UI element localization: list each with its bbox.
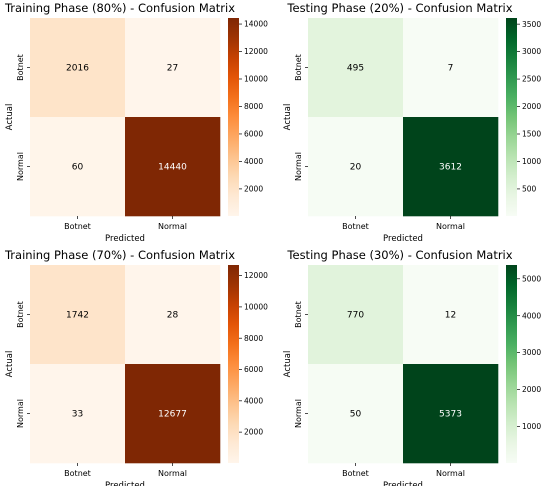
y-axis-label: Actual <box>5 351 15 378</box>
colorbar-tick-label: 14000 <box>244 20 268 29</box>
heatmap-cell <box>403 364 499 464</box>
cell-value-label: 60 <box>72 163 84 173</box>
colorbar <box>506 265 517 463</box>
y-tick-label: Botnet <box>16 301 25 328</box>
cell-value-label: 495 <box>347 64 364 74</box>
heatmap-cell <box>403 117 499 217</box>
cell-value-label: 7 <box>448 64 454 74</box>
cell-value-label: 770 <box>347 311 364 321</box>
x-axis-label: Predicted <box>105 481 145 486</box>
colorbar-tick-label: 2500 <box>522 75 541 84</box>
heatmap-cell <box>308 364 404 464</box>
cell-value-label: 1742 <box>66 311 89 321</box>
colorbar-tick-label: 1000 <box>522 157 541 166</box>
colorbar-tick-label: 8000 <box>244 334 263 343</box>
cell-value-label: 27 <box>167 64 178 74</box>
colorbar-tick-label: 5000 <box>522 274 541 283</box>
colorbar-tick-label: 6000 <box>244 130 263 139</box>
x-tick-label: Normal <box>158 469 187 478</box>
colorbar-tick-label: 2000 <box>244 184 263 193</box>
x-tick-label: Botnet <box>64 469 91 478</box>
colorbar <box>228 18 239 216</box>
heatmap-cell <box>308 18 404 118</box>
colorbar-tick-label: 3000 <box>522 348 541 357</box>
colorbar-tick-label: 12000 <box>244 47 268 56</box>
y-tick-label: Botnet <box>294 54 303 81</box>
cell-value-label: 28 <box>167 311 179 321</box>
colorbar-tick-label: 1500 <box>522 130 541 139</box>
y-axis-label: Actual <box>283 104 293 131</box>
y-axis-label: Actual <box>283 351 293 378</box>
chart-panel-3: Training Phase (70%) - Confusion Matrix 1… <box>4 248 268 486</box>
cell-value-label: 50 <box>350 410 362 420</box>
x-tick-label: Botnet <box>342 469 369 478</box>
x-tick-label: Normal <box>436 469 465 478</box>
chart-panel-1: Training Phase (80%) - Confusion Matrix 2… <box>4 1 268 244</box>
colorbar-tick-label: 2000 <box>522 102 541 111</box>
colorbar-tick-label: 500 <box>522 185 537 194</box>
y-tick-label: Normal <box>294 152 303 181</box>
cell-value-label: 5373 <box>439 410 462 420</box>
x-axis-label: Predicted <box>383 234 423 244</box>
y-tick-label: Botnet <box>16 54 25 81</box>
heatmap-cell <box>30 265 126 365</box>
heatmap-cell <box>308 117 404 217</box>
colorbar-tick-label: 4000 <box>522 311 541 320</box>
chart-panel-4: Testing Phase (30%) - Confusion Matrix 77… <box>283 248 541 486</box>
colorbar <box>506 18 517 216</box>
colorbar-tick-label: 4000 <box>244 157 263 166</box>
y-tick-label: Normal <box>16 399 25 428</box>
colorbar-tick-label: 8000 <box>244 102 263 111</box>
colorbar-tick-label: 1000 <box>522 422 541 431</box>
chart-title: Testing Phase (30%) - Confusion Matrix <box>286 248 512 262</box>
chart-title: Training Phase (70%) - Confusion Matrix <box>4 248 235 262</box>
chart-panel-2: Testing Phase (20%) - Confusion Matrix 49… <box>283 1 541 244</box>
y-tick-label: Normal <box>16 152 25 181</box>
colorbar-tick-label: 10000 <box>244 75 268 84</box>
y-tick-label: Botnet <box>294 301 303 328</box>
heatmap-cell <box>403 265 499 365</box>
colorbar-tick-label: 3500 <box>522 20 541 29</box>
heatmap-cell <box>125 364 221 464</box>
colorbar <box>228 265 239 463</box>
cell-value-label: 20 <box>350 163 362 173</box>
heatmap-cell <box>30 364 126 464</box>
heatmap-cell <box>125 265 221 365</box>
colorbar-tick-label: 2000 <box>244 428 263 437</box>
cell-value-label: 3612 <box>439 163 462 173</box>
cell-value-label: 12 <box>445 311 456 321</box>
x-tick-label: Normal <box>436 222 465 231</box>
cell-value-label: 12677 <box>158 410 187 420</box>
cell-value-label: 2016 <box>66 64 89 74</box>
colorbar-tick-label: 4000 <box>244 396 263 405</box>
cell-value-label: 14440 <box>158 163 187 173</box>
x-tick-label: Botnet <box>342 222 369 231</box>
colorbar-tick-label: 12000 <box>244 271 268 280</box>
x-tick-label: Normal <box>158 222 187 231</box>
heatmap-cell <box>125 117 221 217</box>
chart-title: Training Phase (80%) - Confusion Matrix <box>4 1 235 15</box>
heatmap-cell <box>30 18 126 118</box>
heatmap-cell <box>125 18 221 118</box>
y-axis-label: Actual <box>5 104 15 131</box>
x-tick-label: Botnet <box>64 222 91 231</box>
y-tick-label: Normal <box>294 399 303 428</box>
cell-value-label: 33 <box>72 410 83 420</box>
colorbar-tick-label: 6000 <box>244 365 263 374</box>
heatmap-cell <box>403 18 499 118</box>
colorbar-tick-label: 3000 <box>522 47 541 56</box>
colorbar-tick-label: 10000 <box>244 303 268 312</box>
heatmap-cell <box>30 117 126 217</box>
x-axis-label: Predicted <box>105 234 145 244</box>
heatmap-cell <box>308 265 404 365</box>
x-axis-label: Predicted <box>383 481 423 486</box>
colorbar-tick-label: 2000 <box>522 385 541 394</box>
chart-title: Testing Phase (20%) - Confusion Matrix <box>286 1 512 15</box>
